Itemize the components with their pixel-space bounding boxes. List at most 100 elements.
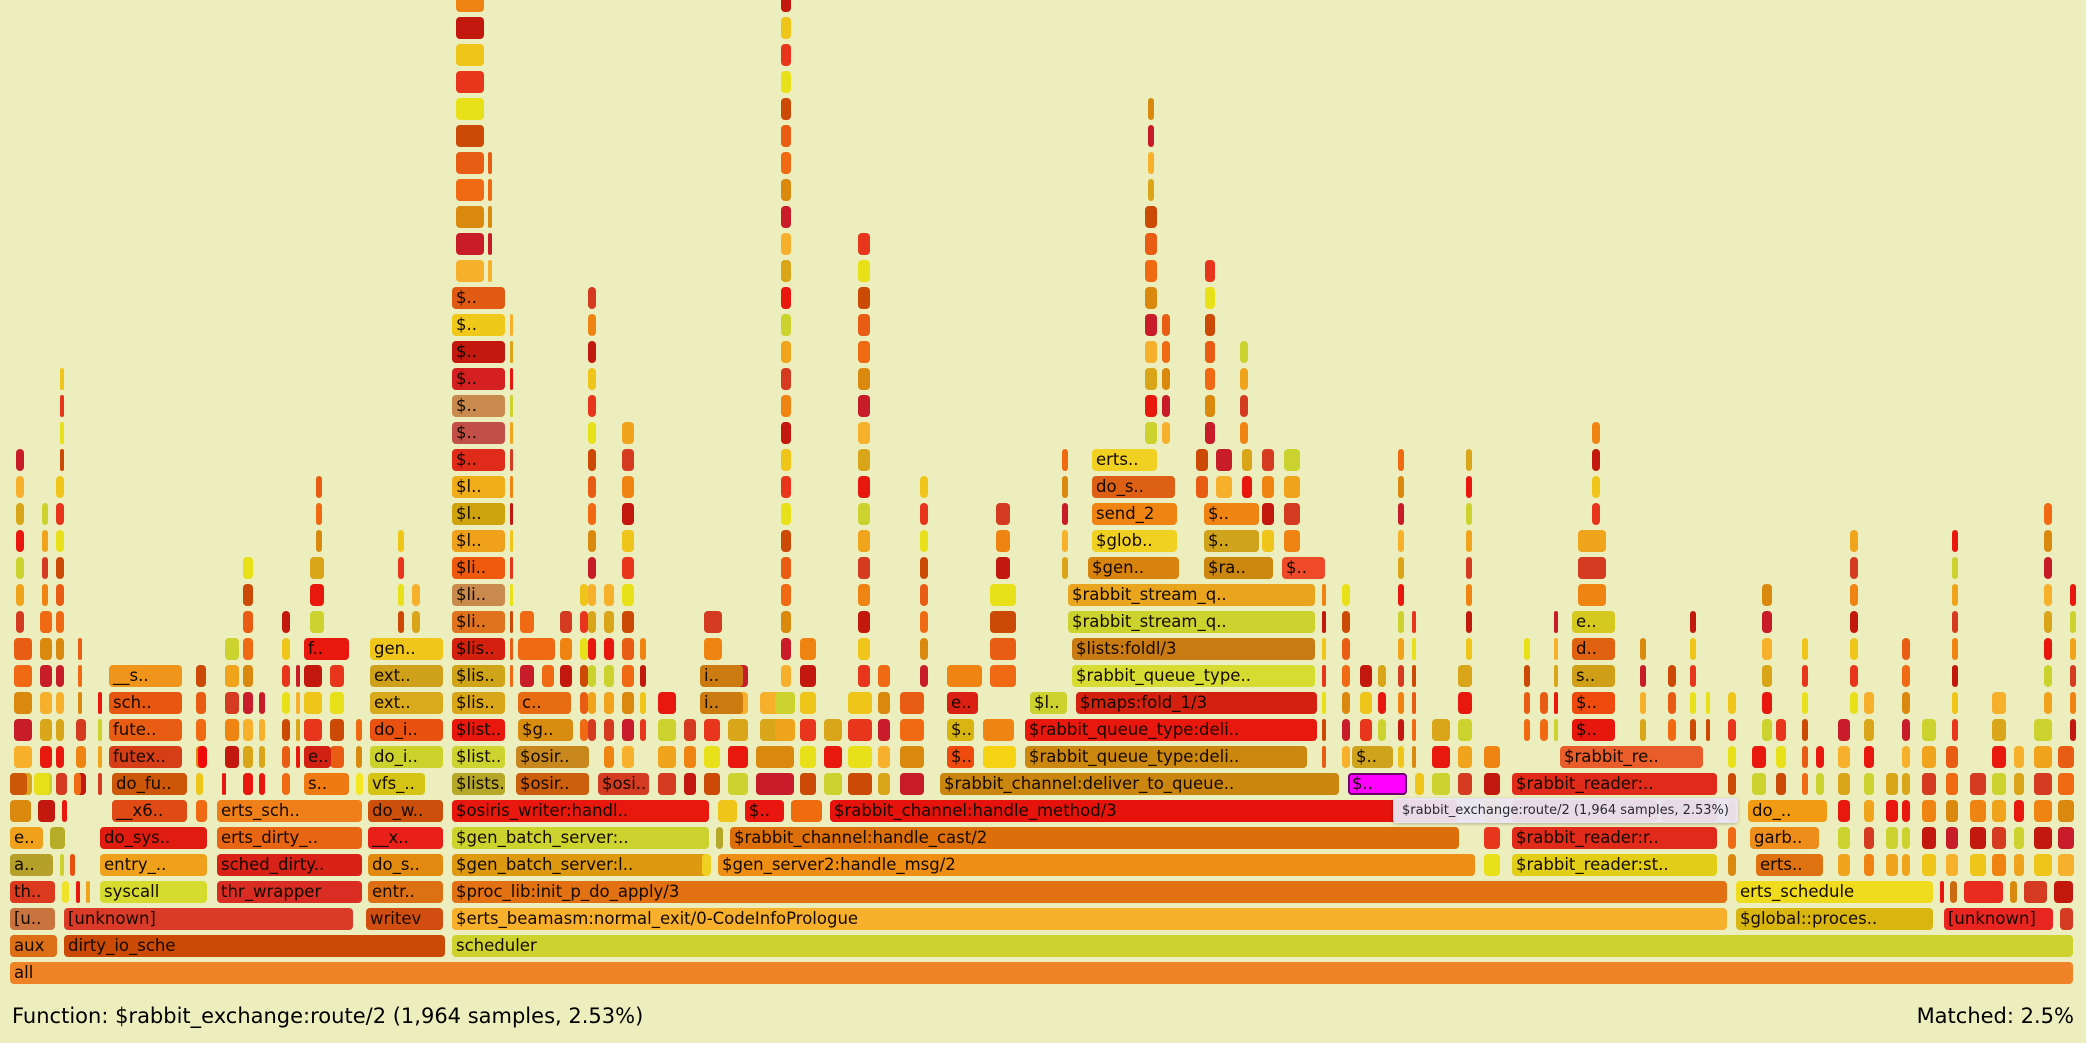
flame-cell[interactable] [56, 476, 64, 498]
flame-cell[interactable] [1242, 476, 1252, 498]
flame-cell[interactable] [488, 152, 492, 174]
flame-cell[interactable] [310, 557, 324, 579]
flame-cell[interactable] [1412, 746, 1416, 768]
flame-cell[interactable] [1262, 476, 1274, 498]
flame-frame-s[interactable]: s.. [1572, 665, 1615, 687]
flame-cell[interactable] [1240, 422, 1248, 444]
flame-cell[interactable] [920, 530, 928, 552]
flame-cell[interactable] [1762, 719, 1772, 741]
flame-cell[interactable] [1162, 422, 1170, 444]
flame-frame-erts[interactable]: erts.. [1756, 854, 1823, 876]
flame-frame-rabbit-channel-handle-cast-2[interactable]: $rabbit_channel:handle_cast/2 [730, 827, 1459, 849]
flame-cell[interactable] [1148, 98, 1154, 120]
flame-cell[interactable] [604, 692, 614, 714]
flame-cell[interactable] [604, 611, 614, 633]
flame-frame-rabbit-channel-deliver-to-queue[interactable]: $rabbit_channel:deliver_to_queue.. [940, 773, 1339, 795]
flame-frame[interactable] [1940, 881, 1944, 903]
flame-cell[interactable] [1592, 476, 1600, 498]
flame-cell[interactable] [588, 368, 596, 390]
flame-cell[interactable] [510, 611, 513, 633]
flame-cell[interactable] [2044, 584, 2052, 606]
flame-cell[interactable] [1850, 665, 1858, 687]
flame-cell[interactable] [996, 503, 1010, 525]
flame-cell[interactable] [824, 773, 842, 795]
flame-cell[interactable] [858, 260, 870, 282]
flame-cell[interactable] [316, 530, 322, 552]
flame-cell[interactable] [588, 449, 596, 471]
flame-cell[interactable] [1838, 827, 1850, 849]
flame-cell[interactable] [1466, 557, 1472, 579]
flame-cell[interactable] [781, 422, 791, 444]
flame-cell[interactable] [1902, 854, 1910, 876]
flame-cell[interactable] [1902, 773, 1910, 795]
flame-frame-gen-batch-server-l[interactable]: $gen_batch_server:l.. [452, 854, 709, 876]
flame-cell[interactable] [781, 530, 791, 552]
flame-frame-all[interactable]: all [10, 962, 2073, 984]
flame-cell[interactable] [1398, 476, 1404, 498]
flame-cell[interactable] [990, 638, 1016, 660]
flame-frame-x[interactable]: __x.. [368, 827, 443, 849]
flame-cell[interactable] [1162, 341, 1170, 363]
flame-cell[interactable] [588, 314, 596, 336]
flame-cell[interactable] [1540, 692, 1548, 714]
flame-cell[interactable] [488, 233, 492, 255]
flame-cell[interactable] [858, 530, 870, 552]
flame-cell[interactable] [456, 125, 484, 147]
flame-cell[interactable] [858, 611, 870, 633]
flame-frame-li[interactable]: $li.. [452, 557, 505, 579]
flame-cell[interactable] [259, 746, 265, 768]
flame-frame-erts-schedule[interactable]: erts_schedule [1736, 881, 1933, 903]
flame-cell[interactable] [588, 692, 596, 714]
flame-cell[interactable] [858, 368, 870, 390]
flame-cell[interactable] [560, 638, 572, 660]
flame-frame-i[interactable]: i.. [700, 692, 743, 714]
flame-cell[interactable] [1952, 719, 1958, 741]
flame-cell[interactable] [1690, 638, 1696, 660]
flame-cell[interactable] [1762, 692, 1772, 714]
flame-cell[interactable] [282, 638, 290, 660]
flame-cell[interactable] [604, 719, 614, 741]
flame-cell[interactable] [781, 179, 791, 201]
flame-frame-rabbit-queue-type-deli[interactable]: $rabbit_queue_type:deli.. [1025, 746, 1307, 768]
flame-cell[interactable] [259, 692, 265, 714]
flame-cell[interactable] [1902, 800, 1910, 822]
flame-cell[interactable] [1992, 800, 2006, 822]
flame-cell[interactable] [781, 0, 791, 12]
flame-cell[interactable] [1205, 260, 1215, 282]
flame-cell[interactable] [858, 557, 870, 579]
flame-cell[interactable] [510, 503, 513, 525]
flame-cell[interactable] [1970, 773, 1986, 795]
flame-cell[interactable] [1922, 800, 1936, 822]
flame-cell[interactable] [2058, 773, 2074, 795]
flame-cell[interactable] [604, 665, 614, 687]
flame-cell[interactable] [2034, 719, 2052, 741]
flame-cell[interactable] [1946, 746, 1958, 768]
flame-frame-writev[interactable]: writev [366, 908, 443, 930]
flame-cell[interactable] [1802, 719, 1808, 741]
flame-cell[interactable] [1850, 638, 1858, 660]
flame-cell[interactable] [1578, 584, 1606, 606]
flame-frame-s[interactable]: __s.. [109, 665, 182, 687]
flame-frame-global-proces[interactable]: $global::proces.. [1736, 908, 1933, 930]
flame-cell[interactable] [1458, 773, 1472, 795]
flame-frame-gen[interactable]: $gen.. [1088, 557, 1179, 579]
flame-cell[interactable] [1062, 530, 1068, 552]
flame-cell[interactable] [225, 719, 239, 741]
flame-frame-li[interactable]: $li.. [452, 611, 505, 633]
flame-cell[interactable] [2058, 854, 2074, 876]
flame-frame-lis[interactable]: $lis.. [452, 638, 505, 660]
flame-cell[interactable] [1484, 746, 1500, 768]
flame-cell[interactable] [1922, 719, 1936, 741]
flame-cell[interactable] [990, 665, 1016, 687]
flame-cell[interactable] [781, 665, 791, 687]
flame-cell[interactable] [622, 422, 634, 444]
flame-cell[interactable] [588, 503, 596, 525]
flame-cell[interactable] [1864, 692, 1874, 714]
flame-frame-f[interactable]: f.. [304, 638, 349, 660]
flame-cell[interactable] [40, 746, 52, 768]
flame-frame-do-s[interactable]: do_s.. [368, 854, 443, 876]
flame-frame-th[interactable]: th.. [10, 881, 55, 903]
flame-cell[interactable] [1946, 800, 1958, 822]
flame-cell[interactable] [1802, 665, 1808, 687]
flame-cell[interactable] [1816, 746, 1824, 768]
